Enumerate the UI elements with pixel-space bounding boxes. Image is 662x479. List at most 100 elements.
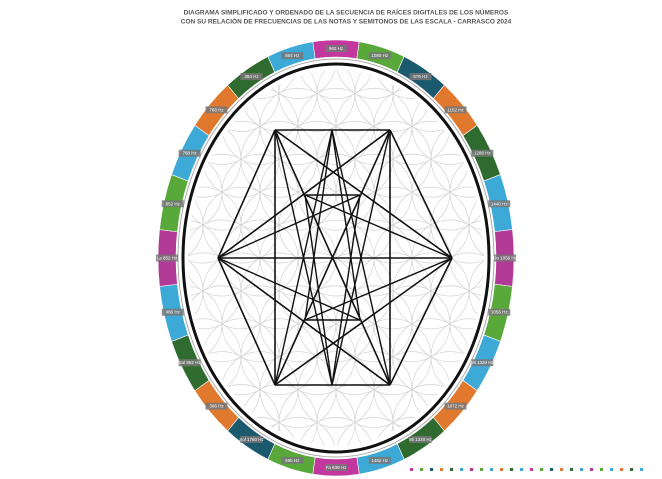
label-box <box>488 200 511 208</box>
pattern-circle <box>488 352 564 428</box>
label-box <box>325 45 347 52</box>
legend-square <box>550 468 553 471</box>
label-box <box>368 456 391 464</box>
segment-label: Sol 1760 Hz <box>239 437 264 442</box>
segment-label: Sol 852 Hz <box>179 360 202 365</box>
pattern-circle <box>507 121 583 197</box>
pattern-circle <box>507 385 583 461</box>
pattern-circle <box>335 417 413 446</box>
segment-label: 1672 Hz <box>447 404 465 409</box>
pattern-circle <box>221 417 299 446</box>
pattern-circle <box>507 187 583 263</box>
figure-line <box>331 129 361 321</box>
figure-line <box>217 257 391 386</box>
pattern-circle <box>297 417 375 446</box>
legend-square <box>590 468 593 471</box>
pattern-circle <box>188 384 204 446</box>
pattern-circle <box>335 70 413 99</box>
pattern-circle <box>108 23 184 99</box>
label-box <box>325 464 347 471</box>
segment-label: 1440 Hz <box>491 201 509 206</box>
pattern-circle <box>468 384 484 446</box>
pattern-circle <box>488 88 564 164</box>
legend-square <box>480 468 483 471</box>
segment-label: 1280 Hz <box>474 151 492 156</box>
figure-line <box>274 129 333 386</box>
legend-squares <box>410 468 643 471</box>
pattern-circle <box>188 417 223 446</box>
legend-square <box>640 468 643 471</box>
segment-label: Mi 1320 Hz <box>471 360 495 365</box>
legend-square <box>530 468 533 471</box>
label-box <box>471 359 494 367</box>
label-box <box>240 73 263 81</box>
pattern-circle <box>108 88 184 164</box>
figure-line <box>389 257 453 386</box>
legend-square <box>600 468 603 471</box>
segment-label: Do 1056 Hz <box>493 255 518 260</box>
pattern-circle <box>488 23 564 99</box>
pattern-circle <box>373 417 451 446</box>
segment-label: 1056 Hz <box>491 310 509 315</box>
label-box <box>281 52 304 60</box>
label-box <box>161 200 184 208</box>
figure-line <box>304 194 333 386</box>
segment-label: 1152 Hz <box>447 107 464 112</box>
label-box <box>444 402 467 410</box>
legend-square <box>510 468 513 471</box>
legend-square <box>470 468 473 471</box>
label-box <box>471 149 494 157</box>
pattern-circle <box>108 417 184 479</box>
legend-square <box>580 468 583 471</box>
segment-label: 852 Hz <box>166 201 181 206</box>
pattern-circle <box>507 319 583 395</box>
label-box <box>178 149 201 157</box>
pattern-circle <box>449 70 484 99</box>
figure-line <box>304 129 333 321</box>
legend-square <box>570 468 573 471</box>
pattern-circle <box>108 352 184 428</box>
legend-square <box>610 468 613 471</box>
segment-label: Mi 1320 Hz <box>409 437 433 442</box>
label-box <box>161 308 184 316</box>
segment-label: 768 Hz <box>183 151 198 156</box>
legend-square <box>450 468 453 471</box>
segment-label: 1080 Hz <box>371 53 389 58</box>
frequency-ring: 960 Hz 1080 Hz 576 Hz 1152 Hz 1280 Hz 1440 Hz… <box>156 39 518 477</box>
label-box <box>178 359 201 367</box>
pattern-circle <box>297 70 375 99</box>
title-line: CON SU RELACIÓN DE FRECUENCIAS DE LAS NO… <box>181 17 512 26</box>
legend-square <box>440 468 443 471</box>
pattern-circle <box>507 253 583 329</box>
pattern-circle <box>188 70 223 99</box>
pattern-circle <box>259 70 337 99</box>
legend-square <box>540 468 543 471</box>
segment-label: 1452 Hz <box>371 458 389 463</box>
figure-line <box>217 194 361 259</box>
legend-square <box>410 468 413 471</box>
legend-square <box>560 468 563 471</box>
segment-label: 396 Hz <box>209 404 224 409</box>
segment-label: Fa 639 Hz <box>326 465 348 470</box>
figure-line <box>217 129 276 259</box>
label-box <box>281 456 304 464</box>
figure-line <box>389 129 453 259</box>
figure-line <box>304 257 453 321</box>
segment-label: 768 Hz <box>209 107 224 112</box>
pattern-circle <box>468 70 484 132</box>
segment-label: 576 Hz <box>413 74 428 79</box>
segment-label: La 852 Hz <box>157 255 178 260</box>
segment-label: 864 Hz <box>285 53 300 58</box>
label-box <box>240 435 263 443</box>
pattern-circle <box>221 70 299 99</box>
legend-square <box>500 468 503 471</box>
pattern-circle <box>259 417 337 446</box>
figure-line <box>331 129 391 386</box>
figure-line <box>331 194 361 386</box>
label-box <box>368 52 391 60</box>
label-box <box>156 254 178 262</box>
figure-line <box>217 129 391 259</box>
figure-line <box>274 257 453 386</box>
pattern-circle <box>507 55 583 131</box>
